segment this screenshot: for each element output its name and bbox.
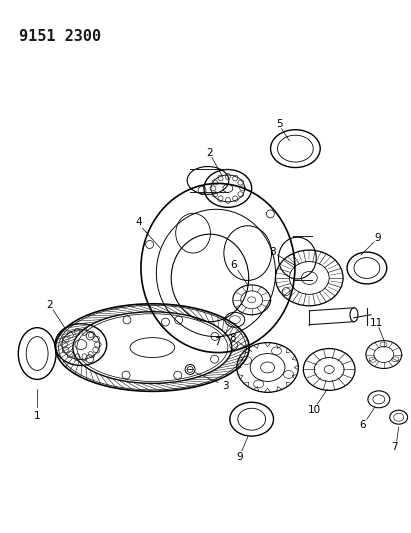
Text: 3: 3 [222, 382, 229, 391]
Text: 8: 8 [269, 247, 276, 257]
Text: 5: 5 [276, 119, 283, 129]
Text: 9: 9 [236, 452, 243, 462]
Text: 9151 2300: 9151 2300 [19, 29, 102, 44]
Text: 4: 4 [135, 217, 142, 227]
Text: 8: 8 [229, 333, 236, 343]
Text: 11: 11 [370, 318, 383, 328]
Text: 10: 10 [308, 405, 321, 415]
Text: 1: 1 [34, 411, 40, 421]
Text: 2: 2 [207, 148, 213, 158]
Text: 7: 7 [215, 337, 221, 346]
Text: 9: 9 [374, 233, 381, 243]
Text: 2: 2 [46, 300, 52, 310]
Text: 6: 6 [231, 260, 237, 270]
Text: 7: 7 [391, 442, 398, 452]
Text: 6: 6 [360, 420, 366, 430]
